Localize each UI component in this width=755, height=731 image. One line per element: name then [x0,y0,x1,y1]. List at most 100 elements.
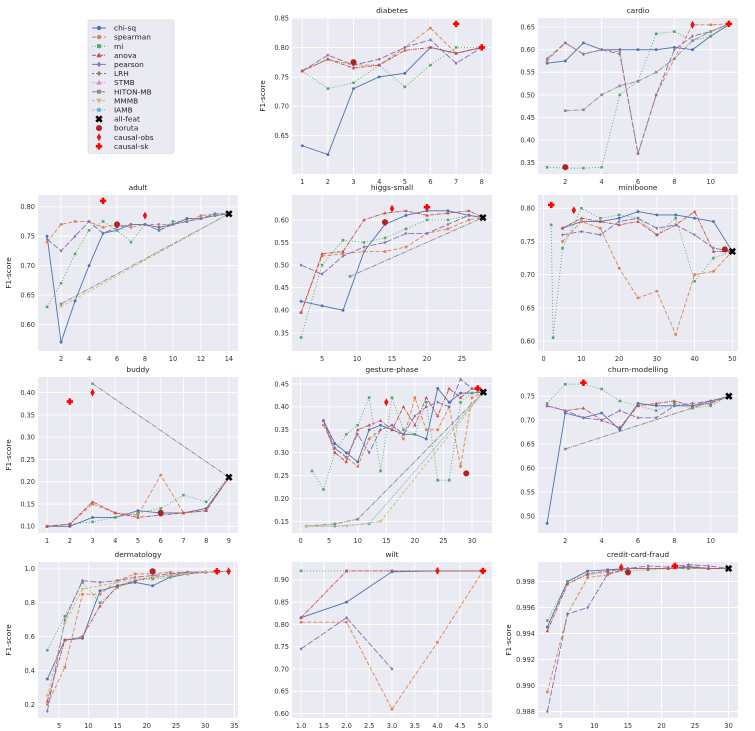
y-axis-label: F1-score [504,624,513,656]
legend-label: IAMB [114,106,133,115]
data-point [582,166,585,170]
data-point [59,305,63,309]
plot-area [538,562,738,718]
data-point [446,222,450,227]
data-point [673,402,676,405]
x-tick-label: 25 [439,537,447,545]
y-tick-label: 0.55 [520,69,535,77]
data-point [63,665,67,669]
panel-title: adult [129,183,148,192]
data-point [425,231,429,236]
data-point [91,502,94,506]
data-point [687,562,690,567]
data-point [299,569,303,573]
data-point [654,70,658,74]
data-point [617,216,621,220]
data-point [545,56,549,61]
data-point [428,45,433,49]
data-point [367,423,371,427]
x-tick-label: 25 [458,355,466,363]
series-line [550,207,733,338]
data-point [582,41,585,45]
data-point [199,214,203,218]
legend-entry-all-feat: all-feat [95,115,140,124]
data-point [691,39,694,42]
point-causal-sk [452,20,460,28]
y-tick-label: 0.45 [520,114,535,122]
data-point [654,404,658,408]
data-point [59,223,63,226]
data-point [447,405,451,409]
y-tick-label: 0.30 [20,434,35,442]
point-causal-sk [671,562,679,570]
point-causal-obs [690,20,695,29]
data-point [674,223,678,227]
x-tick-label: 2 [68,537,72,545]
data-point [693,279,696,283]
point-all-feat [225,210,233,218]
data-point [45,524,49,528]
data-point [73,252,77,256]
data-point [379,427,382,432]
data-point [674,216,678,220]
data-point [379,469,382,473]
series-line [546,564,729,712]
point-causal-sk [213,568,221,575]
panel-title: miniboone [619,183,658,192]
data-point [618,84,622,88]
data-point [352,87,355,91]
data-point [424,400,428,404]
y-tick-label: 0.75 [520,393,535,401]
data-point [693,273,697,277]
point-causal-sk [99,197,107,205]
data-point [333,522,337,526]
data-point [707,564,710,568]
data-point [333,442,337,445]
data-point [551,336,555,340]
data-point [383,240,387,245]
x-tick-label: 25 [172,722,180,730]
data-point [299,336,303,339]
x-tick-label: 2 [59,355,63,363]
data-point [636,401,640,405]
data-point [129,240,133,244]
data-point [45,234,49,238]
data-point [712,256,715,260]
x-tick-label: 2 [326,178,330,186]
x-tick-label: 6 [636,537,640,545]
data-point [320,272,324,276]
legend-label: causal-sk [114,142,149,151]
y-tick-label: 0.40 [520,136,535,144]
legend-label: mi [114,42,123,51]
panel-dermatology: 5 10 15 20 25 30 35 0.2 0.4 0.6 0.8 1.0 dermatology F… [4,550,239,730]
data-point [383,211,387,215]
data-point [618,399,622,403]
data-point [136,515,140,519]
y-tick-label: 0.60 [20,321,35,329]
point-causal-sk [66,398,74,405]
series-line [300,217,483,313]
x-tick-label: 4 [87,355,91,363]
data-point [580,206,583,210]
data-point [606,569,610,573]
data-point [436,640,439,644]
y-tick-label: 0.70 [274,665,289,673]
data-point [326,57,330,61]
data-point [159,473,163,477]
data-point [367,450,371,455]
series-line [311,391,484,491]
y-tick-label: 0.8 [25,599,36,607]
x-tick-label: 3.0 [387,722,398,730]
point-all-feat [225,473,233,481]
y-tick-label: 0.990 [516,682,535,690]
point-boruta [562,164,569,171]
panel-title: gesture-phase [365,365,419,374]
data-point [157,225,161,229]
y-tick-label: 0.15 [274,518,289,526]
x-tick-label: 10 [84,722,92,730]
legend: chi-sqspearmanmianovapearsonLRHSTMBHITON… [87,19,175,154]
data-point [546,709,549,714]
data-point [367,437,371,441]
legend-label: boruta [114,124,138,133]
x-tick-label: 50 [728,355,736,363]
